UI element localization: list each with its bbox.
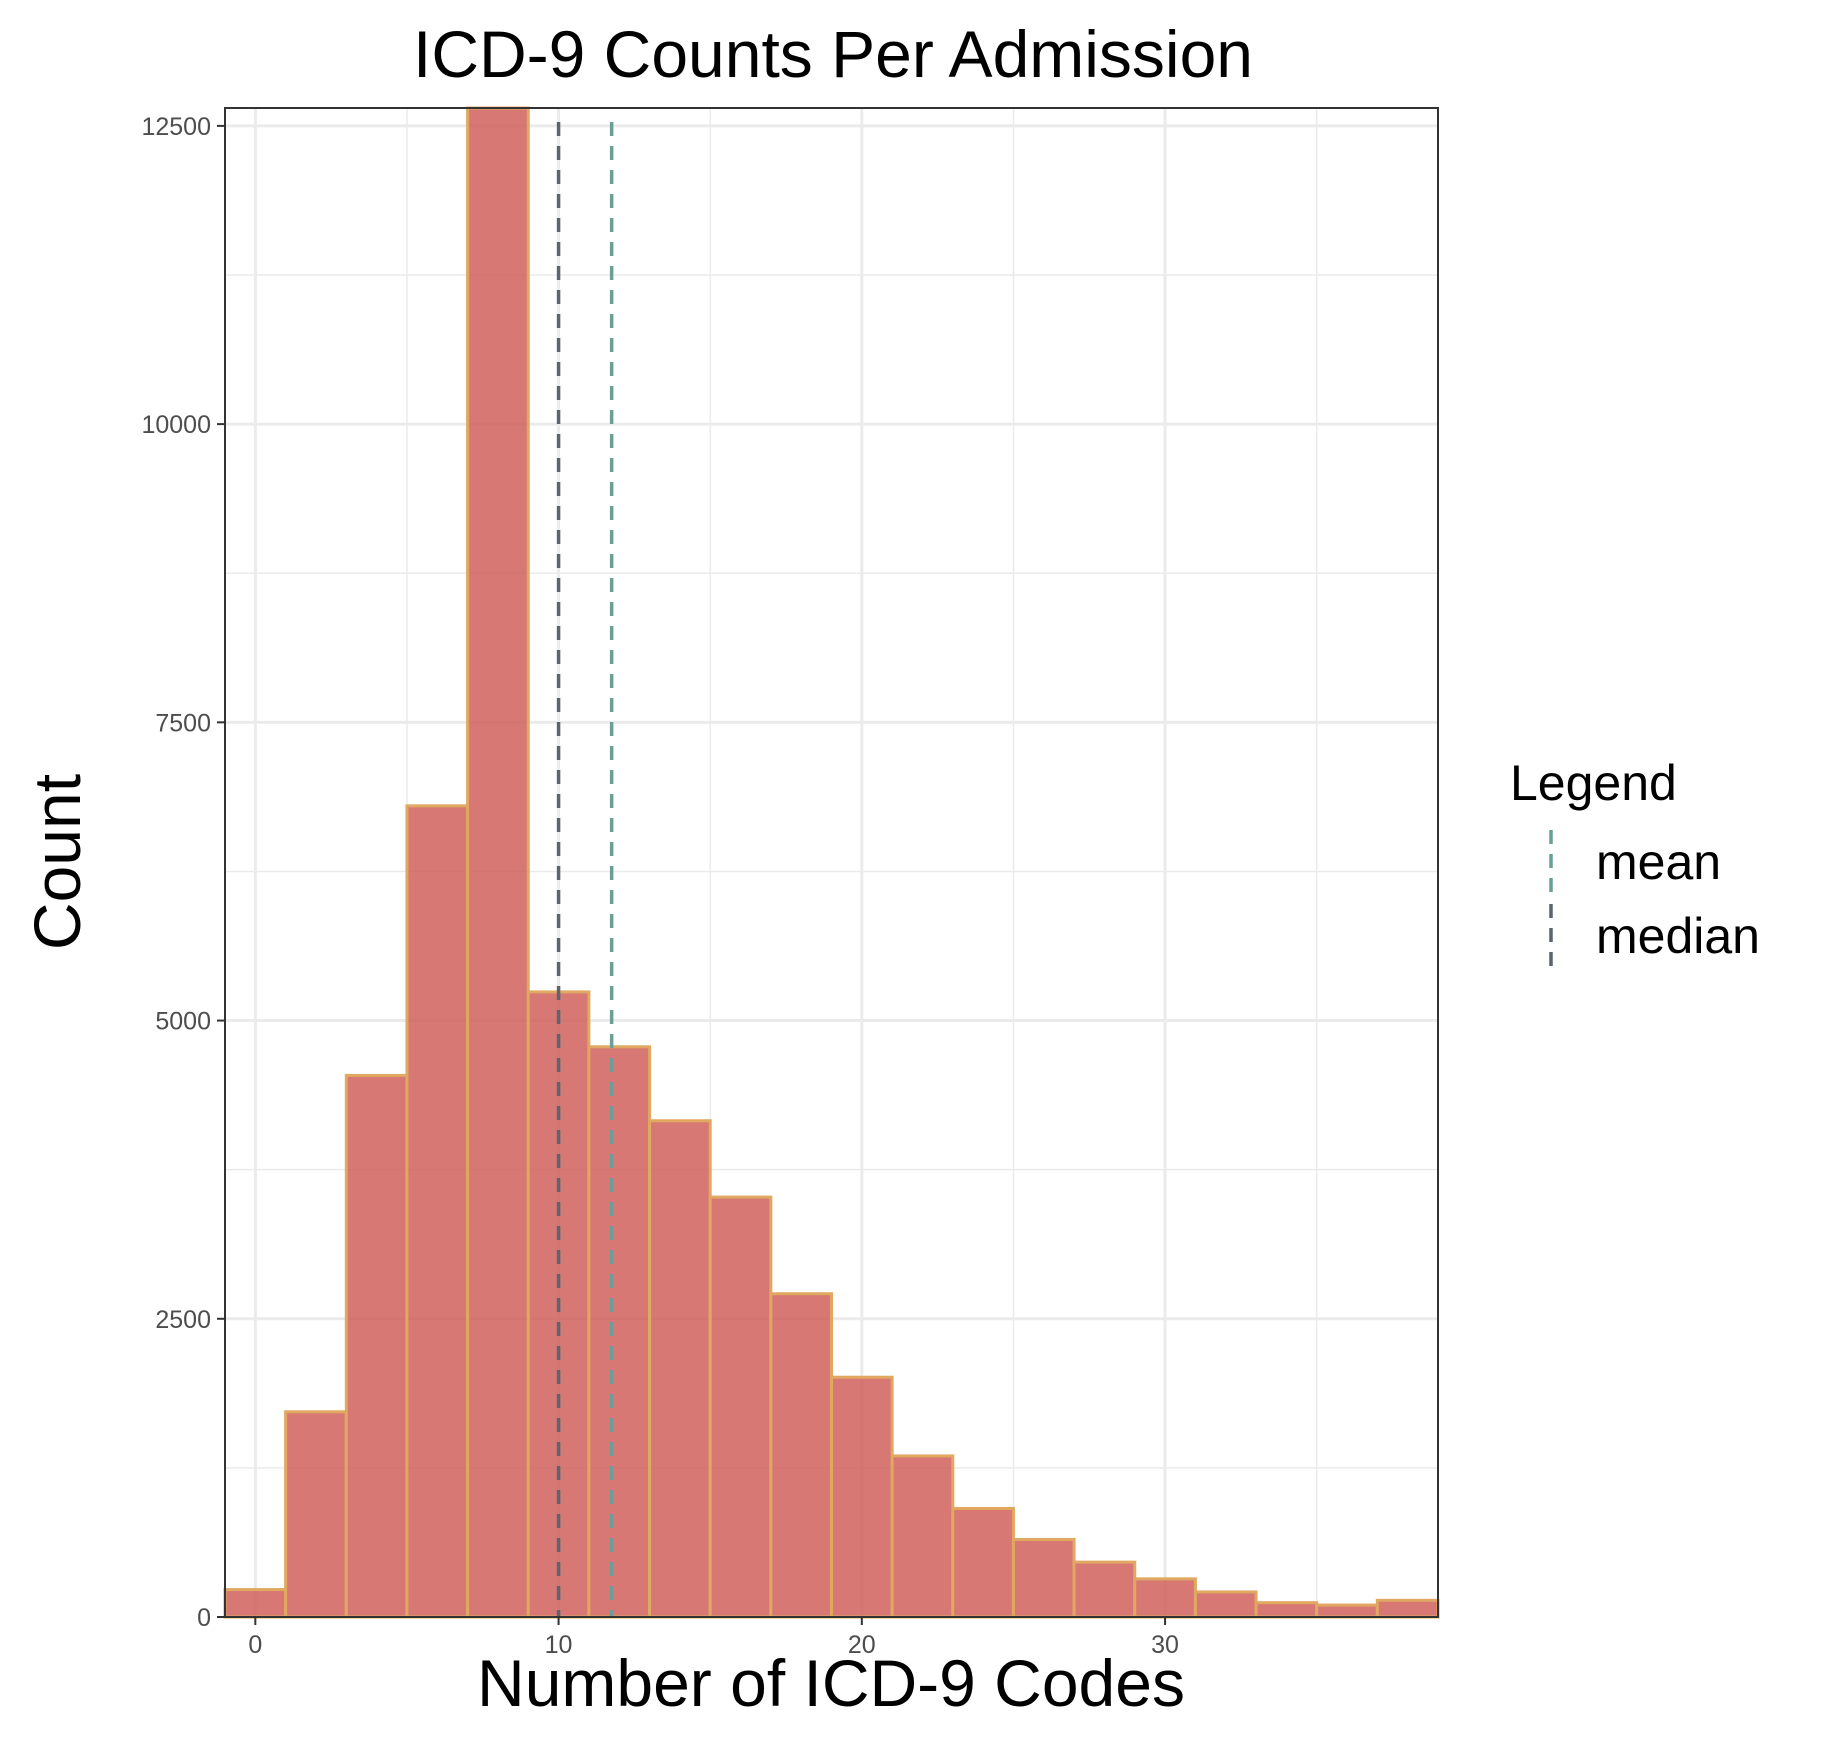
histogram-bar: [1011, 1537, 1076, 1619]
y-tick-label: 5000: [155, 1008, 211, 1036]
x-tick-label: 0: [248, 1631, 262, 1659]
histogram-bar: [1193, 1590, 1258, 1619]
y-tick-label: 12500: [141, 113, 211, 141]
chart-title: ICD-9 Counts Per Admission: [413, 17, 1253, 91]
histogram-bar: [284, 1410, 348, 1619]
plot-border: [224, 107, 1439, 1618]
histogram-bar: [1072, 1560, 1137, 1619]
y-tick-label: 10000: [141, 411, 211, 439]
legend: Legend mean median: [1510, 755, 1760, 968]
x-axis: 0 10 20 30: [248, 1617, 1179, 1659]
histogram-bar: [890, 1454, 955, 1619]
legend-items: mean median: [1549, 830, 1760, 968]
histogram-bar: [1133, 1577, 1197, 1619]
histogram-bars: [223, 106, 1440, 1619]
histogram-bar: [648, 1119, 712, 1619]
y-axis: 0 2500 5000 7500 10000 12500: [141, 113, 225, 1632]
histogram-bar: [769, 1292, 833, 1619]
histogram-bar: [951, 1506, 1015, 1619]
y-tick-label: 0: [197, 1604, 211, 1632]
histogram-bar: [587, 1045, 652, 1619]
histogram-bar: [344, 1073, 409, 1619]
histogram-bar: [830, 1375, 894, 1619]
plot-area: [223, 106, 1440, 1619]
y-axis-title: Count: [20, 774, 94, 950]
x-tick-label: 30: [1151, 1631, 1179, 1659]
y-tick-label: 2500: [155, 1306, 211, 1334]
legend-label-mean: mean: [1596, 834, 1721, 890]
histogram-bar: [1315, 1603, 1379, 1619]
histogram-bar: [708, 1195, 773, 1619]
x-tick-label: 10: [545, 1631, 573, 1659]
histogram-bar: [1375, 1598, 1440, 1619]
y-tick-label: 7500: [155, 709, 211, 737]
legend-label-median: median: [1596, 908, 1760, 964]
x-tick-label: 20: [848, 1631, 876, 1659]
histogram-bar: [223, 1588, 288, 1619]
histogram-bar: [466, 106, 530, 1619]
x-axis-title: Number of ICD-9 Codes: [477, 1646, 1185, 1720]
reference-lines: [556, 122, 614, 1617]
legend-title: Legend: [1510, 755, 1677, 811]
histogram-bar: [1254, 1601, 1319, 1619]
histogram-bar: [405, 804, 470, 1619]
